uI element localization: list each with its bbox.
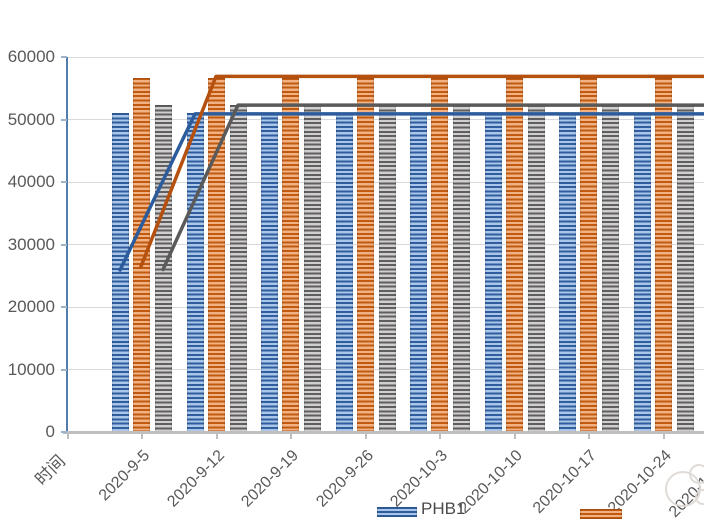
bar-blue-2020-10-17 bbox=[558, 113, 576, 432]
bar-blue-2020-9-26 bbox=[335, 113, 353, 432]
y-tick-50000 bbox=[61, 118, 67, 121]
bar-orange-2020-9-26 bbox=[356, 77, 374, 432]
x-axis-label-2020-9-5: 2020-9-5 bbox=[95, 447, 154, 505]
y-tick-60000 bbox=[61, 56, 67, 58]
bar-orange-2020-10-17 bbox=[579, 77, 597, 432]
x-axis-title-shijian: 时间 bbox=[31, 451, 69, 490]
bar-blue-2020-9-19 bbox=[260, 113, 278, 432]
legend-swatch-phb1[interactable] bbox=[377, 507, 417, 517]
x-axis-label-2020-9-26: 2020-9-26 bbox=[313, 447, 378, 511]
x-tick-5 bbox=[439, 434, 441, 439]
y-tick-10000 bbox=[61, 368, 67, 371]
x-tick-8 bbox=[663, 434, 665, 439]
bar-gray-2020-9-26 bbox=[378, 104, 396, 432]
y-axis-label-60000: 60000 bbox=[7, 47, 55, 66]
bar-blue-2020-10-10 bbox=[484, 113, 502, 432]
x-tick-4 bbox=[365, 434, 367, 439]
y-axis-label-30000: 30000 bbox=[7, 234, 55, 254]
bar-gray-2020-9-12 bbox=[229, 104, 247, 432]
bar-gray-2020-10-10 bbox=[527, 104, 545, 432]
bar-orange-2020-9-5 bbox=[132, 77, 150, 432]
x-axis-label-2020-9-19: 2020-9-19 bbox=[238, 447, 303, 511]
gridline-60000 bbox=[68, 56, 704, 58]
bar-gray-2020-10-24 bbox=[676, 104, 694, 432]
y-tick-20000 bbox=[61, 306, 67, 308]
x-tick-0 bbox=[67, 434, 69, 439]
x-tick-7 bbox=[588, 434, 590, 439]
y-axis-label-40000: 40000 bbox=[7, 172, 55, 191]
bar-blue-2020-9-12 bbox=[186, 113, 204, 432]
legend-swatch-series2[interactable] bbox=[580, 509, 622, 519]
bar-orange-2020-10-24 bbox=[654, 77, 672, 432]
bar-orange-2020-9-19 bbox=[281, 77, 299, 432]
y-axis-label-50000: 50000 bbox=[7, 109, 55, 129]
x-axis-label-2020-10-17: 2020-10-17 bbox=[530, 447, 601, 517]
y-axis-label-0: 0 bbox=[45, 422, 55, 441]
x-axis-line bbox=[63, 431, 704, 434]
y-axis-label-10000: 10000 bbox=[7, 359, 55, 379]
bar-gray-2020-9-19 bbox=[303, 104, 321, 432]
bar-blue-2020-9-5 bbox=[111, 113, 129, 432]
x-tick-6 bbox=[514, 434, 516, 439]
bar-gray-2020-10-3 bbox=[452, 104, 470, 432]
y-tick-0 bbox=[61, 431, 67, 433]
bar-orange-2020-9-12 bbox=[207, 77, 225, 432]
legend-label-phb1[interactable]: PHB1 bbox=[421, 499, 466, 518]
y-tick-30000 bbox=[61, 243, 67, 246]
x-tick-2 bbox=[216, 434, 218, 439]
y-tick-40000 bbox=[61, 181, 67, 183]
bar-gray-2020-9-5 bbox=[154, 104, 172, 432]
bar-blue-2020-10-24 bbox=[633, 113, 651, 432]
y-axis-label-20000: 20000 bbox=[7, 297, 55, 316]
y-axis-line bbox=[66, 57, 68, 433]
bar-gray-2020-10-17 bbox=[601, 104, 619, 432]
x-axis-label-2020-9-12: 2020-9-12 bbox=[164, 447, 229, 511]
bar-blue-2020-10-3 bbox=[409, 113, 427, 432]
bar-orange-2020-10-3 bbox=[430, 77, 448, 432]
bar-orange-2020-10-10 bbox=[505, 77, 523, 432]
x-axis-label-2020-10-10: 2020-10-10 bbox=[456, 447, 527, 517]
x-tick-3 bbox=[290, 434, 292, 439]
x-tick-1 bbox=[141, 434, 143, 439]
x-axis-label-2020-10-24: 2020-10-24 bbox=[605, 447, 676, 517]
